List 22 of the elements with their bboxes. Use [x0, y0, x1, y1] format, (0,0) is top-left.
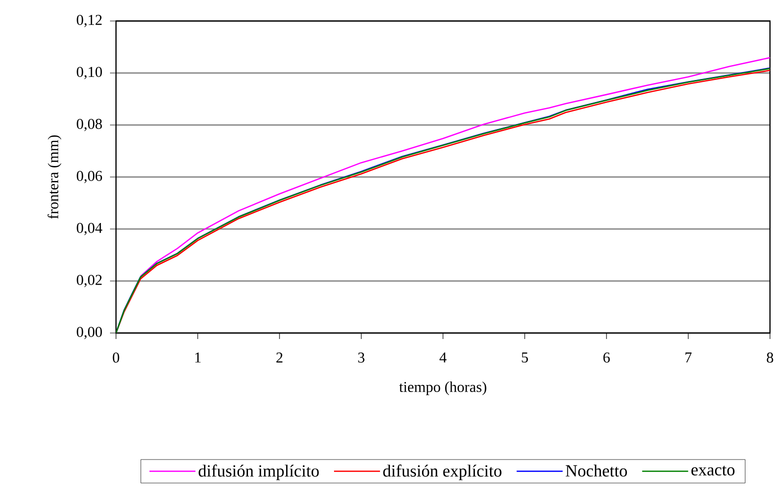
x-axis-title: tiempo (horas) [399, 382, 486, 396]
legend-label: Nochetto [566, 464, 627, 477]
y-tick-label: 0,12 [76, 14, 102, 28]
y-tick-label: 0,08 [76, 118, 102, 132]
y-tick-label: 0,02 [76, 274, 102, 288]
legend-label: exacto [691, 466, 734, 476]
x-tick-label: 3 [358, 352, 364, 363]
x-tick-label: 4 [440, 352, 447, 362]
x-tick-label: 5 [522, 352, 528, 362]
y-axis-title: frontera (mm) [48, 135, 62, 219]
x-tick-label: 7 [685, 352, 692, 362]
legend-label: difusión explícito [383, 464, 502, 480]
y-tick-label: 0,00 [76, 326, 102, 340]
y-tick-label: 0,10 [76, 66, 102, 80]
y-tick-label: 0,06 [76, 170, 102, 184]
x-tick-label: 0 [112, 352, 120, 363]
legend-label: difusión implícito [198, 464, 319, 480]
x-tick-label: 8 [766, 352, 774, 363]
x-tick-label: 6 [603, 352, 610, 363]
y-tick-label: 0,04 [76, 222, 102, 236]
x-tick-label: 1 [195, 352, 201, 362]
x-tick-label: 2 [276, 352, 282, 362]
